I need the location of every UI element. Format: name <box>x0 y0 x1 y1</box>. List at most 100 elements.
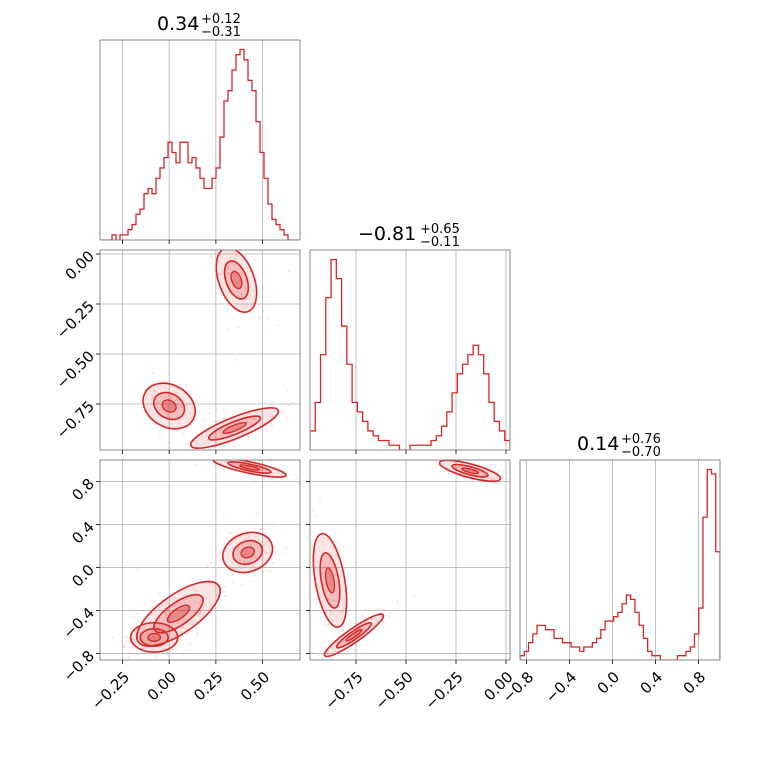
title-p1-median: −0.81 <box>358 223 416 245</box>
scatter-point <box>213 420 216 423</box>
scatter-point <box>176 412 179 415</box>
scatter-point <box>229 532 232 536</box>
scatter-point <box>151 604 154 608</box>
scatter-point <box>220 435 223 438</box>
scatter-point <box>258 412 261 415</box>
scatter-point <box>327 597 330 600</box>
scatter-point <box>239 559 242 562</box>
scatter-point <box>227 453 229 455</box>
scatter-point <box>375 620 379 623</box>
scatter-point <box>235 463 238 466</box>
scatter-point <box>320 595 323 599</box>
scatter-point <box>122 645 125 648</box>
scatter-point <box>131 638 134 641</box>
scatter-point <box>161 626 164 629</box>
scatter-point <box>124 641 127 645</box>
scatter-point <box>182 433 185 436</box>
scatter-point <box>459 465 462 468</box>
panel-scatter-p1-vs-p0: 0.00 −0.25 −0.50 −0.75 <box>53 247 301 464</box>
histogram-steps <box>310 258 510 450</box>
contour-core <box>240 546 255 559</box>
scatter-point <box>302 557 304 559</box>
scatter-point <box>162 647 165 651</box>
scatter-point <box>303 528 305 530</box>
scatter-point <box>212 436 216 440</box>
scatter-point <box>360 614 363 618</box>
contour-core <box>166 604 191 624</box>
scatter-point <box>208 582 211 585</box>
scatter-point <box>276 470 279 474</box>
scatter-point <box>166 405 169 408</box>
scatter-point <box>253 480 256 484</box>
scatter-point <box>295 477 298 480</box>
scatter-point <box>457 465 460 469</box>
scatter-point <box>254 259 257 262</box>
scatter-point <box>154 613 157 616</box>
scatter-point <box>166 608 169 611</box>
scatter-point <box>292 473 295 476</box>
scatter-point <box>212 464 216 467</box>
scatter-point <box>322 576 326 579</box>
scatter-point <box>364 621 367 624</box>
scatter-point <box>232 562 235 565</box>
scatter-point <box>276 324 280 327</box>
scatter-point <box>262 571 265 574</box>
scatter-point <box>456 456 458 458</box>
grid-scatter-p1-vs-p0 <box>100 250 300 450</box>
title-p0-minus: −0.31 <box>201 25 241 40</box>
scatter-point <box>160 603 164 607</box>
scatter-point <box>172 403 175 406</box>
scatter-point <box>162 652 165 655</box>
scatter-point <box>217 272 220 275</box>
scatter-point <box>261 527 264 531</box>
scatter-point <box>223 594 227 598</box>
scatter-point <box>203 442 207 445</box>
scatter-point <box>197 613 201 616</box>
scatter-point <box>167 442 170 445</box>
contour-outer <box>212 460 287 478</box>
scatter-point <box>195 442 199 445</box>
scatter-point <box>226 266 229 269</box>
scatter-point <box>226 272 230 275</box>
scatter-point <box>328 561 331 565</box>
scatter-point <box>387 614 390 618</box>
scatter-point <box>307 545 309 547</box>
scatter-point <box>338 611 342 614</box>
scatter-point <box>220 562 223 565</box>
contour-inner <box>153 391 186 421</box>
scatter-point <box>153 600 156 603</box>
scatter-point <box>155 655 158 658</box>
scatter-point <box>158 592 161 595</box>
x-tick-label: 0.25 <box>190 668 226 704</box>
scatter-point <box>166 405 169 408</box>
title-p1: −0.81 +0.65 −0.11 <box>358 222 460 250</box>
scatter-point <box>245 305 248 308</box>
scatter-point <box>170 462 172 464</box>
scatter-point <box>127 656 130 659</box>
scatter-point <box>155 629 158 632</box>
scatter-point <box>153 637 156 641</box>
scatter-point <box>145 364 149 367</box>
scatter-point <box>151 635 155 638</box>
scatter-point <box>208 412 211 415</box>
x-tick-label: 0.00 <box>144 668 180 704</box>
scatter-point <box>305 539 307 541</box>
scatter-point <box>259 527 262 531</box>
scatter-point <box>226 259 229 262</box>
scatter-point <box>253 418 256 421</box>
scatter-point <box>184 452 186 454</box>
scatter-point <box>318 498 322 501</box>
scatter-point <box>180 405 183 409</box>
scatter-point <box>240 293 243 296</box>
scatter-point <box>380 610 383 614</box>
scatter-point <box>322 536 325 539</box>
scatter-point <box>176 436 178 438</box>
scatter-point <box>243 564 246 568</box>
scatter-point <box>131 646 134 649</box>
title-p2-plus: +0.76 <box>621 432 661 447</box>
scatter-point <box>229 293 232 296</box>
scatter-point <box>234 358 237 361</box>
contour-group <box>142 250 294 464</box>
scatter-point <box>127 651 130 655</box>
scatter-point <box>272 561 275 564</box>
